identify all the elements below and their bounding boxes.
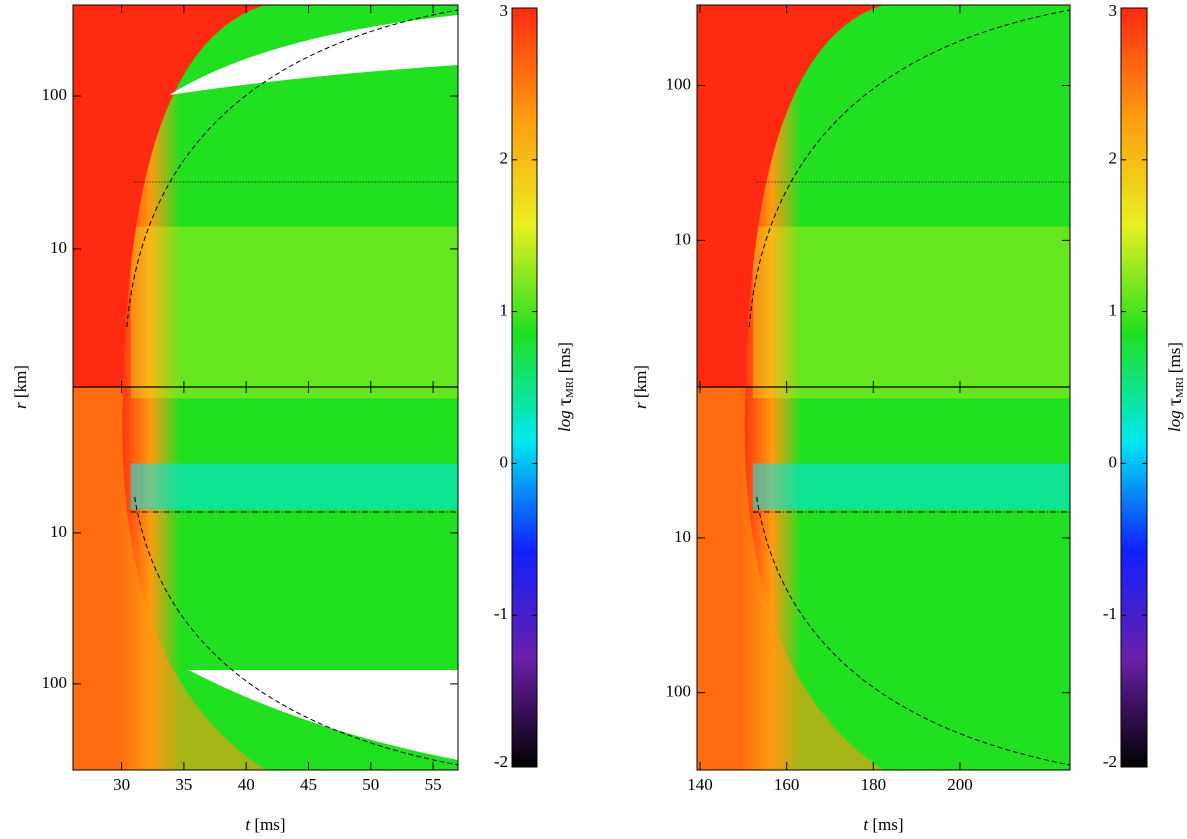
heat-band [752,463,1070,510]
x-tick-label: 55 [425,775,442,794]
x-tick-label: 160 [774,775,800,794]
y-axis-unit: [km] [631,365,650,398]
heat-band [130,226,458,399]
x-tick-label: 45 [300,775,317,794]
y-axis-symbol: r [631,402,650,409]
white-region [188,670,458,760]
y-tick-label: 100 [666,682,692,701]
colorbar-tick-label: -1 [1103,604,1117,623]
colorbar-tick-label: 0 [1109,452,1118,471]
x-tick-label: 180 [861,775,887,794]
dashed-line [126,9,458,328]
x-tick-label: 140 [687,775,713,794]
x-axis-label: t [ms] [863,815,903,834]
heat-band [752,226,1070,399]
x-tick-label: 40 [238,775,255,794]
y-tick-label: 10 [674,229,691,248]
dashed-line [748,9,1070,328]
x-axis-unit: [ms] [254,815,285,834]
y-tick-label: 100 [42,85,68,104]
x-axis-symbol: t [245,815,251,834]
x-tick-label: 50 [362,775,379,794]
colorbar-tick-label: 0 [500,452,509,471]
colorbar [1120,7,1148,768]
heat-edge [73,5,266,387]
dashed-line [134,496,458,766]
heat-edge [697,5,884,387]
colorbar-label-prefix: log [555,410,574,432]
y-tick-label: 100 [42,673,68,692]
colorbar-tick-label: 1 [1109,301,1118,320]
colorbar-tick-label: 1 [500,301,509,320]
x-axis-unit: [ms] [872,815,903,834]
colorbar-label-unit: [ms] [555,342,574,373]
colorbar-label-subscript: MRI [1174,377,1186,398]
colorbar-label-symbol: τ [1164,398,1186,406]
colorbar-label: log τMRI [ms] [554,342,576,432]
x-tick-label: 200 [947,775,973,794]
y-axis-unit: [km] [11,365,30,398]
colorbar-label-subscript: MRI [564,377,576,398]
colorbar-tick-label: -1 [494,604,508,623]
x-tick-label: 30 [113,775,130,794]
y-tick-label: 100 [666,74,692,93]
x-axis-label: t [ms] [245,815,285,834]
colorbar-label-symbol: τ [554,398,576,406]
x-tick-label: 35 [175,775,192,794]
colorbar-label-prefix: log [1165,410,1184,432]
heat-edge [73,387,266,770]
colorbar-tick-label: -2 [494,752,508,771]
y-axis-label: r [km] [11,365,30,409]
x-axis-symbol: t [863,815,869,834]
colorbar-label: log τMRI [ms] [1164,342,1186,432]
colorbar-tick-label: 2 [1109,149,1118,168]
y-tick-label: 10 [674,527,691,546]
y-tick-label: 10 [50,238,67,257]
colorbar-label-unit: [ms] [1165,342,1184,373]
y-axis-symbol: r [11,402,30,409]
colorbar-tick-label: 3 [500,1,509,20]
white-region [169,15,458,95]
y-axis-label: r [km] [631,365,650,409]
heat-edge [697,387,884,770]
colorbar-tick-label: -2 [1103,752,1117,771]
colorbar [511,7,538,768]
colorbar-tick-label: 2 [500,149,509,168]
colorbar-tick-label: 3 [1109,1,1118,20]
y-tick-label: 10 [50,522,67,541]
heat-band [130,463,458,510]
dashed-line [756,496,1070,766]
